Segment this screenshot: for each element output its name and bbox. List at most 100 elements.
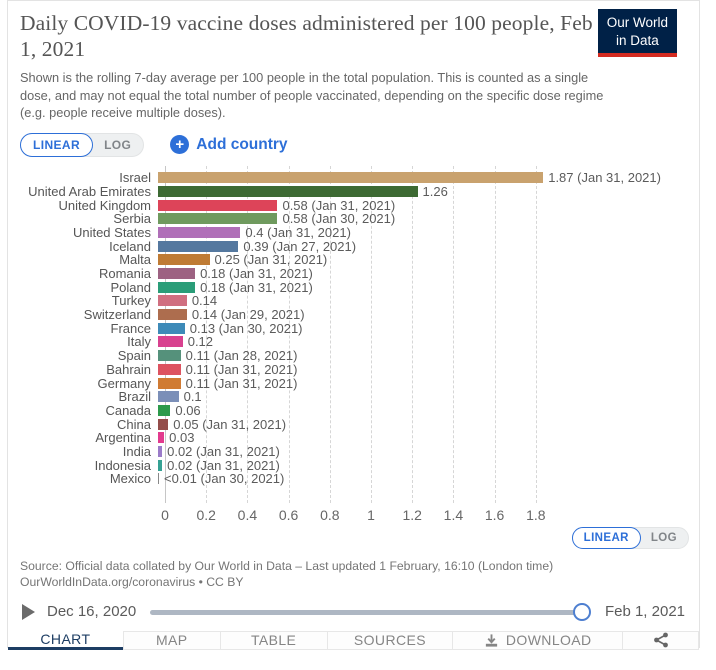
- x-tick-label: 1.6: [484, 506, 505, 523]
- tab-table[interactable]: TABLE: [220, 630, 328, 650]
- bar[interactable]: [158, 391, 179, 403]
- bar-row: Romania 0.18 (Jan 31, 2021): [8, 266, 699, 282]
- bar[interactable]: [158, 350, 181, 362]
- bar-chart: Israel 1.87 (Jan 31, 2021) United Arab Emi…: [8, 165, 699, 525]
- bar-value-label: 1.87 (Jan 31, 2021): [548, 170, 661, 186]
- log-button[interactable]: LOG: [104, 137, 132, 152]
- logo-line1: Our World: [606, 15, 668, 30]
- country-label[interactable]: United States: [72, 224, 151, 240]
- gridline: [494, 165, 496, 503]
- country-label[interactable]: Brazil: [118, 389, 151, 405]
- bar-row: Malta 0.25 (Jan 31, 2021): [8, 252, 699, 268]
- bar-value-label: 0.11 (Jan 31, 2021): [185, 375, 298, 391]
- timeline: Dec 16, 2020 Feb 1, 2021: [8, 591, 699, 631]
- add-country-label: Add country: [196, 135, 288, 153]
- gridline: [206, 165, 208, 503]
- x-tick-label: 1.2: [402, 506, 422, 523]
- country-label[interactable]: Spain: [117, 348, 151, 364]
- bar-rows: Israel 1.87 (Jan 31, 2021) United Arab Emi…: [8, 170, 699, 487]
- bar[interactable]: [158, 309, 187, 321]
- x-tick-label: 0: [161, 506, 169, 523]
- bar[interactable]: [158, 213, 278, 225]
- owid-logo[interactable]: Our World in Data: [597, 9, 677, 58]
- bar-value-label: 0.05 (Jan 31, 2021): [173, 416, 287, 432]
- bar-value-label: 0.12: [187, 334, 214, 350]
- plot-area: Israel 1.87 (Jan 31, 2021) United Arab Emi…: [8, 165, 699, 503]
- slider-handle[interactable]: [572, 602, 591, 621]
- bar[interactable]: [158, 363, 181, 375]
- bar-value-label: 0.4 (Jan 31, 2021): [245, 224, 351, 240]
- country-label[interactable]: Turkey: [111, 293, 151, 309]
- bar[interactable]: [158, 404, 171, 416]
- bar[interactable]: [158, 281, 196, 293]
- country-label[interactable]: United Arab Emirates: [28, 183, 151, 199]
- bar-value-label: 0.11 (Jan 28, 2021): [185, 348, 298, 364]
- country-label[interactable]: Italy: [127, 334, 151, 350]
- country-label[interactable]: Mexico: [109, 471, 151, 487]
- bar[interactable]: [158, 377, 181, 389]
- tab-share[interactable]: [623, 630, 699, 650]
- log-button-bottom[interactable]: LOG: [650, 531, 677, 544]
- bar[interactable]: [158, 268, 196, 280]
- country-label[interactable]: Germany: [97, 375, 151, 391]
- bar[interactable]: [158, 295, 187, 307]
- bar-row: Indonesia 0.02 (Jan 31, 2021): [8, 457, 699, 473]
- gridline: [412, 165, 414, 503]
- bar-row: Argentina 0.03: [8, 430, 699, 446]
- bar-value-label: 0.14: [191, 293, 218, 309]
- gridline: [453, 165, 455, 503]
- gridline: [288, 165, 290, 503]
- bar[interactable]: [158, 199, 278, 211]
- bar-value-label: 0.03: [169, 430, 195, 446]
- country-label[interactable]: Switzerland: [83, 307, 151, 323]
- controls-row: LINEAR LOG + Add country: [8, 121, 699, 161]
- bar-value-label: 0.06: [175, 402, 201, 418]
- country-label[interactable]: Argentina: [95, 430, 151, 446]
- country-label[interactable]: Iceland: [109, 238, 151, 254]
- bar[interactable]: [158, 322, 185, 334]
- bar-value-label: 0.14 (Jan 29, 2021): [191, 307, 305, 323]
- bar-value-label: <0.01 (Jan 30, 2021): [164, 471, 285, 487]
- bar[interactable]: [158, 185, 418, 197]
- bar-value-label: 0.58 (Jan 30, 2021): [282, 211, 396, 227]
- x-tick-label: 1.8: [526, 506, 546, 523]
- bar[interactable]: [158, 473, 159, 485]
- country-label[interactable]: Canada: [105, 402, 151, 418]
- tab-map[interactable]: MAP: [122, 630, 221, 650]
- bar[interactable]: [158, 432, 165, 444]
- tab-download[interactable]: DOWNLOAD: [453, 630, 624, 650]
- timeline-track[interactable]: [150, 602, 591, 621]
- bar[interactable]: [158, 418, 169, 430]
- bar-row: United Arab Emirates 1.26: [8, 183, 699, 199]
- timeline-track-fill: [150, 609, 581, 615]
- tab-sources[interactable]: SOURCES: [327, 630, 454, 650]
- bar[interactable]: [158, 254, 210, 266]
- bar[interactable]: [158, 172, 544, 184]
- linear-button-bottom[interactable]: LINEAR: [571, 526, 641, 549]
- play-icon[interactable]: [22, 603, 35, 620]
- country-label[interactable]: Bahrain: [106, 361, 151, 377]
- bar[interactable]: [158, 445, 163, 457]
- tab-label: SOURCES: [353, 632, 426, 649]
- country-label[interactable]: Malta: [119, 252, 151, 268]
- tab-chart[interactable]: CHART: [8, 630, 123, 650]
- gridline: [371, 165, 372, 503]
- country-label[interactable]: Romania: [98, 266, 151, 282]
- country-label[interactable]: United Kingdom: [58, 197, 152, 213]
- bar[interactable]: [158, 459, 163, 471]
- add-country-button[interactable]: + Add country: [170, 135, 288, 155]
- country-label[interactable]: Poland: [110, 279, 151, 295]
- country-label[interactable]: India: [122, 443, 151, 459]
- tab-label: MAP: [155, 632, 188, 649]
- bar[interactable]: [158, 226, 241, 238]
- country-label[interactable]: Israel: [119, 170, 151, 186]
- download-icon: [484, 633, 499, 648]
- country-label[interactable]: France: [110, 320, 151, 336]
- timeline-start-date: Dec 16, 2020: [47, 603, 137, 621]
- bar[interactable]: [158, 336, 183, 348]
- bar[interactable]: [158, 240, 239, 252]
- linear-button[interactable]: LINEAR: [20, 132, 94, 157]
- country-label[interactable]: Serbia: [113, 211, 151, 227]
- country-label[interactable]: Indonesia: [94, 457, 151, 473]
- country-label[interactable]: China: [117, 416, 151, 432]
